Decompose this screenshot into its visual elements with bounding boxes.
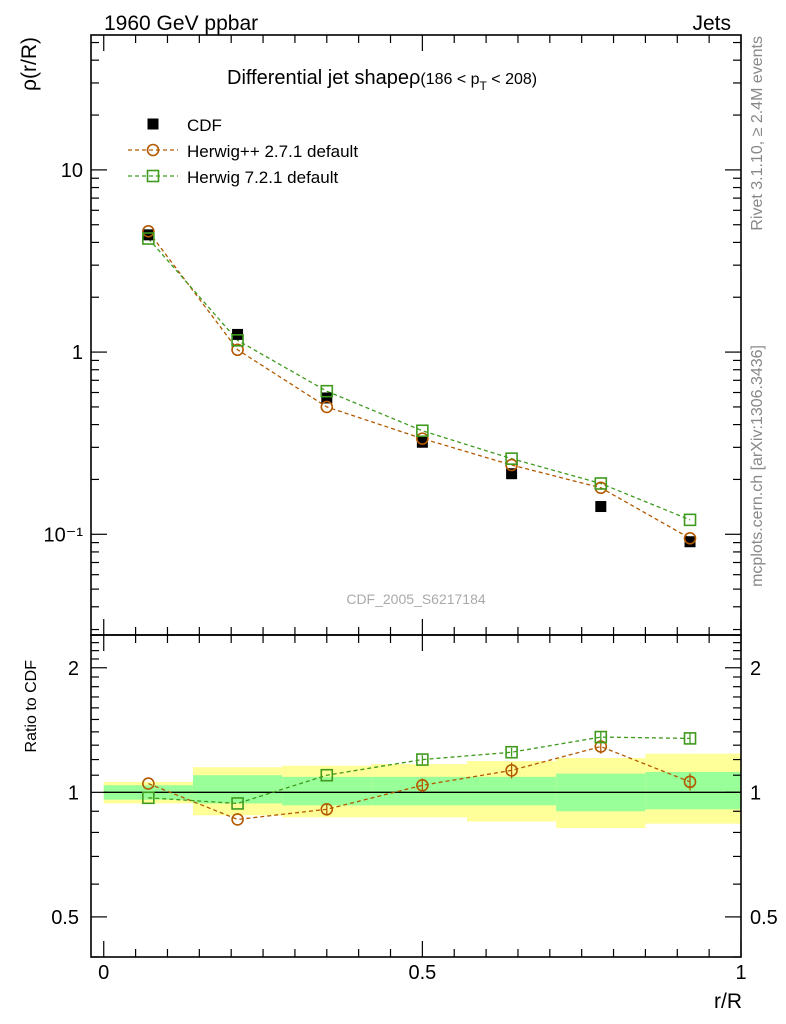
main-point-s2-0 bbox=[142, 232, 155, 245]
legend-label-cdf: CDF bbox=[187, 116, 222, 135]
title-sub: T bbox=[480, 79, 488, 93]
ratio-ytick-label-left: 0.5 bbox=[51, 907, 79, 929]
xtick-label: 0.5 bbox=[408, 962, 436, 984]
main-plot-series bbox=[142, 225, 697, 548]
ratio-point-s1-6 bbox=[683, 732, 697, 745]
main-y-axis-label: ρ(r/R) bbox=[18, 37, 41, 91]
main-point-s2-6 bbox=[683, 513, 697, 527]
main-point-s0-4 bbox=[506, 468, 518, 480]
ratio-point-s1-5 bbox=[594, 730, 608, 744]
ratio-point-s0-0 bbox=[142, 777, 155, 790]
main-ytick-label: 1 bbox=[72, 342, 83, 364]
main-ytick-label: 10⁻¹ bbox=[44, 524, 84, 546]
ratio-ytick-label-right: 1 bbox=[750, 782, 761, 804]
plot-frames bbox=[90, 34, 742, 958]
main-line-series-2 bbox=[147, 238, 691, 521]
title-cut: (186 < p bbox=[420, 71, 479, 88]
main-point-s2-5 bbox=[594, 477, 608, 490]
main-point-s1-3 bbox=[416, 432, 429, 445]
title-end: < 208) bbox=[487, 71, 537, 88]
xtick-label: 0 bbox=[98, 962, 109, 984]
xtick-label: 1 bbox=[735, 962, 746, 984]
legend-marker-2 bbox=[146, 169, 160, 183]
source-label: mcplots.cern.ch [arXiv:1306.3436] bbox=[749, 345, 766, 587]
legend-label-herwig7: Herwig 7.2.1 default bbox=[187, 168, 338, 187]
ratio-plot-series bbox=[142, 730, 697, 826]
main-plot-title: Differential jet shapeρ(186 < pT < 208) bbox=[227, 67, 537, 93]
main-point-s2-1 bbox=[231, 334, 244, 347]
main-point-s0-0 bbox=[142, 229, 154, 241]
x-axis-label: r/R bbox=[714, 990, 742, 1013]
main-point-s0-6 bbox=[684, 536, 696, 548]
ratio-y-axis-label: Ratio to CDF bbox=[23, 660, 40, 753]
axis-ticks: 10 1 10⁻¹ 2 2 1 1 0.5 0.5 0 0.5 1 bbox=[44, 35, 778, 984]
ratio-point-s0-4 bbox=[505, 764, 518, 777]
main-point-s2-2 bbox=[320, 384, 334, 398]
legend-marker-0 bbox=[147, 118, 159, 130]
ratio-point-s1-3 bbox=[416, 753, 429, 766]
ratio-ytick-label-right: 2 bbox=[750, 658, 761, 680]
ratio-ytick-label-left: 1 bbox=[68, 782, 79, 804]
main-ytick-label: 10 bbox=[61, 160, 83, 182]
band-inner-1 bbox=[192, 775, 283, 804]
title-main: Differential jet shapeρ bbox=[227, 67, 420, 89]
header-right: Jets bbox=[692, 12, 731, 35]
legend-marker-1 bbox=[146, 143, 160, 157]
ratio-point-s1-2 bbox=[320, 768, 334, 782]
main-point-s1-4 bbox=[505, 458, 518, 472]
ratio-point-s1-4 bbox=[505, 745, 518, 759]
legend-label-herwigpp: Herwig++ 2.7.1 default bbox=[187, 142, 358, 161]
ratio-point-s1-1 bbox=[231, 797, 244, 810]
ratio-ytick-label-left: 2 bbox=[68, 658, 79, 680]
rivet-version-label: Rivet 3.1.10, ≥ 2.4M events bbox=[749, 36, 766, 231]
band-inner-4 bbox=[466, 776, 557, 806]
main-point-s1-1 bbox=[231, 343, 244, 357]
main-line-series-1 bbox=[147, 230, 691, 539]
header-left: 1960 GeV ppbar bbox=[104, 12, 258, 35]
main-point-s0-2 bbox=[321, 392, 333, 404]
ratio-point-s0-6 bbox=[683, 775, 697, 789]
main-point-s0-5 bbox=[595, 501, 607, 513]
main-point-s1-6 bbox=[683, 532, 697, 545]
band-inner-2 bbox=[282, 776, 372, 806]
ratio-point-s0-3 bbox=[416, 778, 429, 792]
main-point-s2-4 bbox=[505, 452, 518, 465]
ratio-point-s0-2 bbox=[320, 802, 334, 816]
ratio-plot-frame bbox=[90, 634, 742, 958]
main-point-s1-2 bbox=[320, 400, 334, 414]
ratio-ytick-label-right: 0.5 bbox=[750, 907, 778, 929]
analysis-watermark: CDF_2005_S6217184 bbox=[346, 591, 486, 607]
ratio-point-s0-1 bbox=[231, 813, 244, 826]
main-point-s1-0 bbox=[142, 225, 155, 238]
legend: CDF Herwig++ 2.7.1 default Herwig 7.2.1 … bbox=[128, 116, 358, 187]
main-point-s2-3 bbox=[416, 424, 429, 438]
main-point-s0-3 bbox=[416, 436, 428, 448]
ratio-point-s1-0 bbox=[142, 791, 155, 805]
